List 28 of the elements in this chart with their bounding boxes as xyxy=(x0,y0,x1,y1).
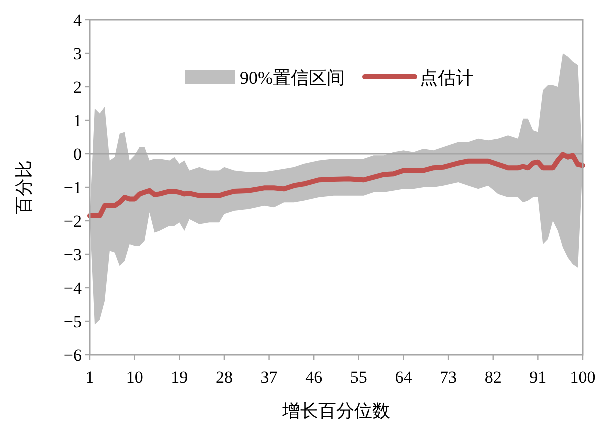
y-tick-label: −1 xyxy=(64,178,82,198)
y-tick-label: −6 xyxy=(64,346,82,365)
y-axis-title: 百分比 xyxy=(14,160,34,214)
y-tick-label: 1 xyxy=(74,112,82,130)
y-tick-label: 0 xyxy=(74,145,82,164)
x-tick-label: 37 xyxy=(260,368,278,387)
x-tick-label: 19 xyxy=(171,368,188,387)
y-tick-label: 4 xyxy=(74,11,82,30)
annotation: 90%置信区间 xyxy=(240,68,345,88)
x-tick-label: 46 xyxy=(306,368,323,387)
legend-label: 点估计 xyxy=(420,68,474,88)
y-tick-label: 3 xyxy=(74,44,82,64)
x-tick-label: 100 xyxy=(570,368,596,387)
y-tick-label: −3 xyxy=(64,246,82,264)
y-tick-label: −4 xyxy=(64,279,82,298)
x-tick-label: 1 xyxy=(86,368,94,387)
x-tick-label: 73 xyxy=(440,368,458,387)
x-tick-label: 10 xyxy=(126,368,144,387)
x-tick-label: 28 xyxy=(216,368,233,387)
y-tick-label: 2 xyxy=(74,78,82,97)
x-tick-label: 91 xyxy=(530,368,547,387)
x-tick-label: 55 xyxy=(350,368,368,387)
x-tick-label: 82 xyxy=(484,368,502,387)
x-axis-title: 增长百分位数 xyxy=(282,401,390,421)
y-tick-label: −5 xyxy=(64,312,82,332)
legend: 90%置信区间 点估计 xyxy=(185,68,474,88)
x-tick-label: 64 xyxy=(395,368,413,387)
y-tick-label: −2 xyxy=(64,212,82,231)
